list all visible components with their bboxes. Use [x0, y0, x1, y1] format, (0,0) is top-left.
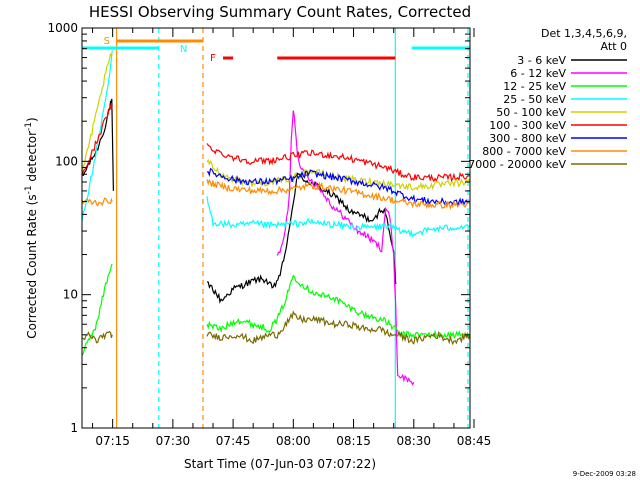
y-axis-label-sup2: -1 — [24, 122, 34, 131]
y-tick-label: 10 — [63, 288, 78, 302]
legend-header-line1: Det 1,3,4,5,6,9, — [541, 27, 627, 40]
series-3-6-kev — [82, 98, 397, 304]
annotation-s: S — [104, 36, 110, 47]
y-tick-label: 1 — [70, 421, 78, 435]
series-100-300-kev — [82, 103, 470, 183]
timestamp: 9-Dec-2009 03:28 — [573, 470, 636, 478]
plot-area: S N F 1 10 100 1000 07:15 07:30 07:45 08:00 08:15 08… — [47, 21, 491, 448]
series-50-100-kev — [82, 53, 470, 191]
legend-label-6-12-kev: 6 - 12 keV — [510, 67, 566, 80]
legend-label-25-50-kev: 25 - 50 keV — [503, 93, 566, 106]
annotation-n: N — [180, 44, 187, 55]
y-axis-label-end: ) — [25, 117, 39, 122]
y-axis-label-main: Corrected Count Rate (s — [25, 194, 39, 338]
series-12-25-kev — [82, 263, 470, 356]
y-axis-label: Corrected Count Rate (s-1 detector-1) — [24, 117, 39, 338]
y-axis-label-mid: detector — [25, 131, 39, 186]
plot-clip-group — [82, 28, 470, 428]
annotation-f: F — [210, 53, 216, 64]
series-800-7000-kev — [82, 178, 470, 211]
y-axis-label-sup1: -1 — [24, 185, 34, 194]
x-tick-label: 08:15 — [336, 434, 371, 448]
legend-label-12-25-kev: 12 - 25 keV — [503, 80, 566, 93]
legend-label-300-800-kev: 300 - 800 keV — [489, 132, 566, 145]
series-25-50-kev — [82, 50, 470, 238]
legend-label-3-6-kev: 3 - 6 keV — [517, 54, 566, 67]
chart-title: HESSI Observing Summary Count Rates, Cor… — [89, 3, 471, 21]
x-tick-label: 07:45 — [216, 434, 251, 448]
legend-label-800-7000-kev: 800 - 7000 keV — [482, 145, 566, 158]
y-tick-label: 100 — [55, 154, 78, 168]
series-7000-20000-kev — [82, 310, 470, 346]
y-tick-label: 1000 — [47, 21, 78, 35]
series-300-800-kev — [206, 167, 470, 208]
legend-label-7000-20000-kev: 7000 - 20000 keV — [468, 158, 566, 171]
x-tick-label: 07:15 — [95, 434, 130, 448]
x-tick-label: 07:30 — [156, 434, 191, 448]
x-axis-label: Start Time (07-Jun-03 07:07:22) — [184, 457, 376, 471]
legend-header-line2: Att 0 — [601, 40, 627, 53]
legend-label-100-300-kev: 100 - 300 keV — [489, 119, 566, 132]
x-tick-label: 08:00 — [276, 434, 311, 448]
x-tick-label: 08:45 — [457, 434, 492, 448]
plot-frame — [81, 27, 471, 429]
x-tick-label: 08:30 — [396, 434, 431, 448]
legend-label-50-100-kev: 50 - 100 keV — [496, 106, 566, 119]
